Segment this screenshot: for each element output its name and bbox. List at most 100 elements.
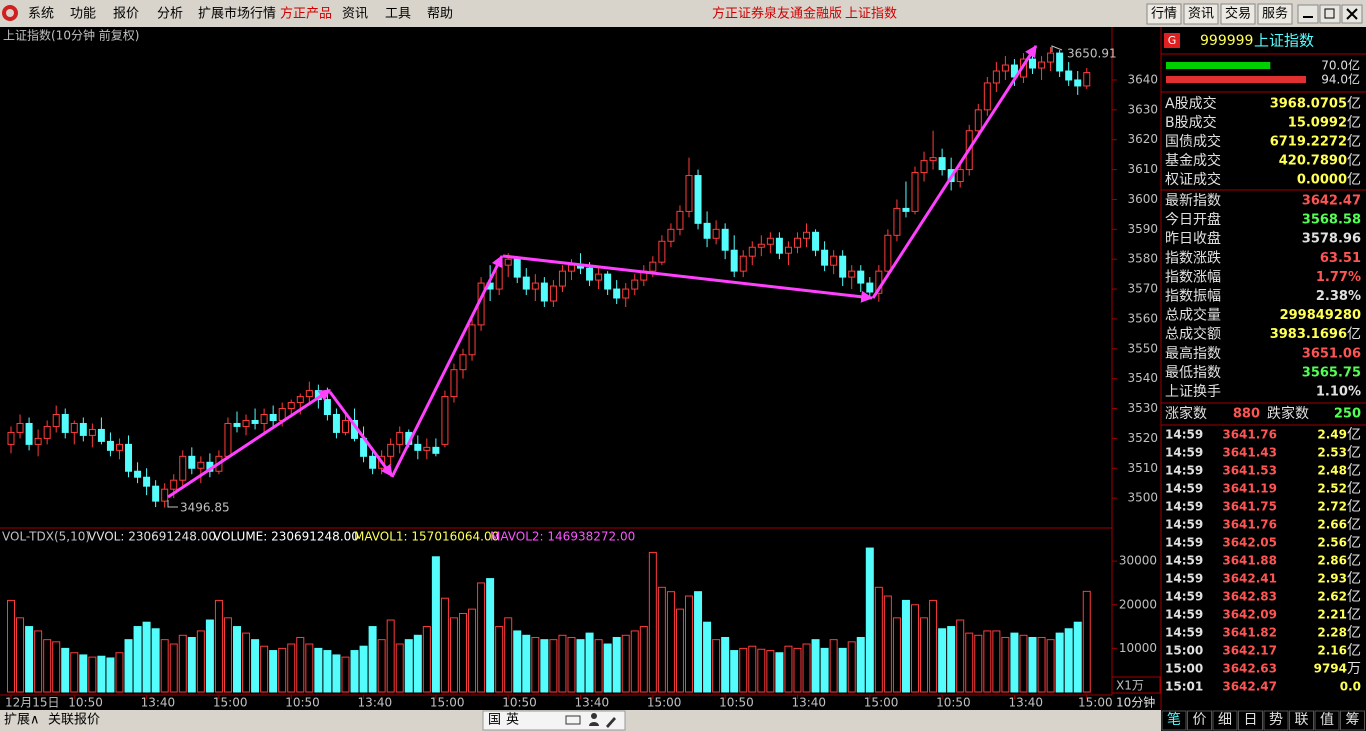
trend-arrow	[871, 44, 1038, 299]
menu-item[interactable]: 报价	[113, 7, 139, 22]
volume-bar	[784, 645, 793, 693]
trade-volume: 2.52	[1317, 482, 1347, 496]
top-button-label[interactable]: 资讯	[1188, 7, 1214, 22]
candle-body	[305, 390, 313, 398]
stat-value: 3568.58	[1302, 213, 1361, 228]
ime-item[interactable]: 英	[506, 713, 519, 728]
tab[interactable]	[1187, 710, 1212, 731]
x-tick-label: 12月15日	[5, 696, 60, 710]
tab[interactable]	[1314, 710, 1340, 731]
tab[interactable]	[1340, 710, 1365, 731]
ime-icon	[565, 715, 581, 725]
tab-label[interactable]: 筹	[1346, 711, 1360, 728]
trade-price: 3641.82	[1222, 626, 1277, 640]
stat-label: A股成交	[1165, 95, 1217, 112]
indicator-label: MAVOL2: 146938272.00	[490, 530, 635, 544]
candle-body	[1029, 58, 1037, 69]
candle-body	[1001, 64, 1009, 72]
y-tick-label: 3560	[1127, 311, 1158, 325]
y-tick-label: 3510	[1127, 461, 1158, 475]
minimize-button[interactable]	[1297, 4, 1319, 24]
tab-label[interactable]: 笔	[1167, 712, 1181, 728]
tab[interactable]	[1238, 710, 1263, 731]
menu-item[interactable]: 功能	[70, 7, 96, 22]
volume-bar	[603, 643, 612, 693]
volume-bar	[196, 630, 205, 693]
x-tick-label: 13:40	[1008, 696, 1043, 710]
x-tick-label: 13:40	[575, 696, 610, 710]
volume-bar	[323, 650, 332, 693]
volume-bar	[540, 639, 549, 693]
trade-unit: 亿	[1347, 445, 1361, 461]
footer-button[interactable]: 关联报价	[48, 713, 100, 728]
volume-bar	[97, 655, 106, 693]
ime-item[interactable]: 国	[488, 713, 501, 728]
trade-price: 3641.76	[1222, 428, 1277, 442]
stat-label: 总成交量	[1165, 307, 1221, 324]
menu-item[interactable]: 工具	[385, 7, 411, 22]
trade-time: 14:59	[1165, 554, 1203, 568]
tab[interactable]	[1263, 710, 1289, 731]
volume-bar	[486, 578, 495, 693]
trade-price: 3642.41	[1222, 572, 1277, 586]
candle-body	[839, 255, 847, 278]
volume-bar	[1001, 636, 1010, 693]
tab[interactable]	[1212, 710, 1238, 731]
stat-label: 今日开盘	[1165, 211, 1221, 228]
volume-bar	[838, 647, 847, 693]
trade-price: 3642.05	[1222, 536, 1277, 550]
candle-body	[956, 169, 964, 183]
top-button[interactable]	[1220, 3, 1256, 25]
top-button-label[interactable]: 交易	[1225, 6, 1251, 22]
tab-label[interactable]: 价	[1193, 712, 1207, 728]
volume-bar	[115, 652, 124, 693]
trade-time: 14:59	[1165, 500, 1203, 514]
candle-body	[604, 273, 612, 290]
candle-body	[242, 419, 250, 427]
top-button[interactable]	[1146, 3, 1182, 25]
trade-time: 14:59	[1165, 536, 1203, 550]
y-tick-label: 3520	[1127, 431, 1158, 445]
x-tick-label: 15:00	[430, 696, 465, 710]
menu-item[interactable]: 帮助	[427, 7, 453, 22]
volume-bar	[630, 630, 639, 693]
indicator-label: VVOL: 230691248.00	[88, 530, 216, 544]
menu-item[interactable]: 方正产品	[280, 6, 332, 22]
tab-label[interactable]: 势	[1269, 712, 1283, 728]
tab-label[interactable]: 细	[1218, 712, 1232, 728]
volume-bar	[748, 645, 757, 693]
volume-bar	[657, 586, 666, 693]
badge-text: G	[1168, 34, 1177, 47]
stat-value: 3983.1696	[1270, 327, 1347, 342]
tab-label[interactable]: 联	[1295, 712, 1309, 728]
trade-volume: 2.48	[1317, 464, 1347, 478]
menu-item[interactable]: 分析	[157, 7, 183, 22]
footer-button[interactable]: 扩展∧	[4, 713, 40, 728]
volume-bar	[422, 626, 431, 693]
menu-item[interactable]: 扩展市场行情	[198, 6, 276, 22]
restore-button[interactable]	[1319, 4, 1341, 24]
menu-item[interactable]: 资讯	[342, 7, 368, 22]
period[interactable]: 10分钟	[1116, 695, 1155, 710]
volume-bar	[124, 639, 133, 693]
tab-label[interactable]: 值	[1320, 712, 1334, 728]
menu-item[interactable]: 系统	[28, 7, 54, 22]
trade-time: 15:00	[1165, 644, 1203, 658]
volume-bar	[594, 639, 603, 693]
trend-arrow	[390, 254, 504, 478]
volume-bar	[404, 639, 413, 693]
top-button[interactable]	[1257, 3, 1293, 25]
tab-label[interactable]: 日	[1244, 712, 1258, 728]
trade-price: 3641.75	[1222, 500, 1277, 514]
tab[interactable]	[1289, 710, 1314, 731]
count-label: 跌家数	[1267, 405, 1309, 422]
trade-price: 3642.63	[1222, 662, 1277, 676]
indicator-label: VOLUME: 230691248.00	[213, 530, 359, 544]
candle-body	[830, 255, 838, 266]
top-button-label[interactable]: 服务	[1262, 6, 1288, 22]
top-button-label[interactable]: 行情	[1151, 7, 1177, 22]
top-button[interactable]	[1183, 3, 1219, 25]
tab[interactable]	[1161, 710, 1187, 731]
volume-bar	[278, 647, 287, 693]
